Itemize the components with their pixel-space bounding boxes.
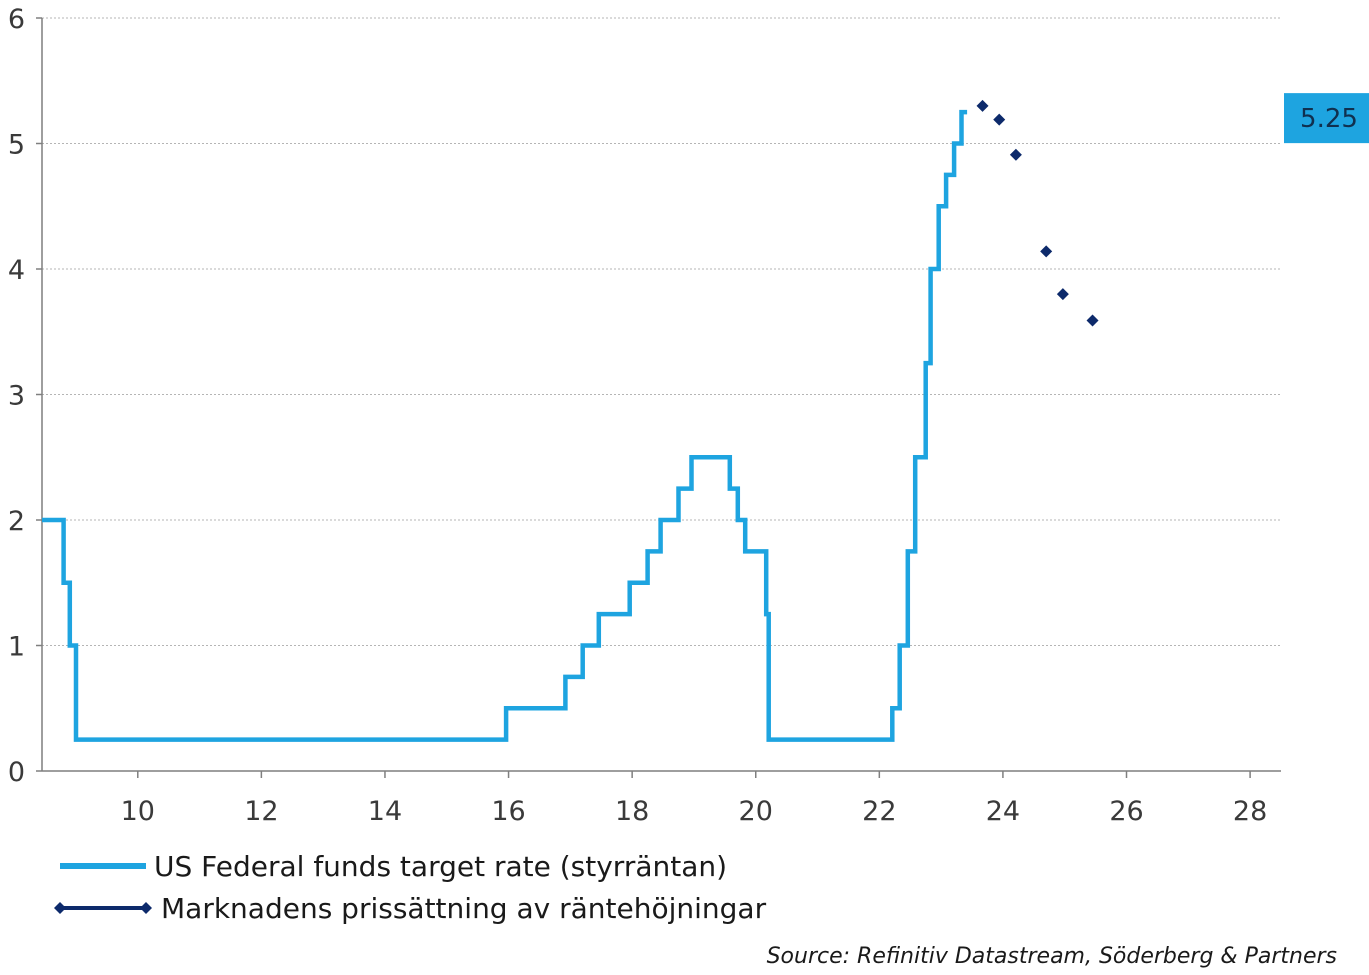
source-note: Source: Refinitiv Datastream, Söderberg … bbox=[767, 944, 1337, 969]
current-rate-badge-label: 5.25 bbox=[1300, 104, 1358, 134]
x-tick-label: 14 bbox=[368, 796, 402, 827]
y-tick-label: 1 bbox=[8, 632, 25, 663]
x-tick-label: 18 bbox=[615, 796, 649, 827]
fed-funds-rate-line bbox=[42, 109, 968, 742]
gridlines bbox=[42, 17, 1281, 646]
x-tick-label: 26 bbox=[1109, 796, 1143, 827]
x-tick-label: 10 bbox=[121, 796, 155, 827]
y-tick-label: 6 bbox=[8, 4, 25, 35]
current-rate-badge: 5.25 bbox=[1284, 93, 1369, 144]
market-pricing-point bbox=[993, 113, 1006, 126]
market-pricing-point bbox=[1040, 245, 1053, 258]
y-tick-label: 2 bbox=[8, 506, 25, 537]
series bbox=[42, 109, 968, 742]
legend-rate-label: US Federal funds target rate (styrräntan… bbox=[154, 850, 727, 883]
market-pricing-point bbox=[976, 99, 989, 112]
y-tick-label: 5 bbox=[8, 130, 25, 161]
y-axis-ticks: 0 1 2 3 4 5 6 bbox=[8, 4, 42, 788]
x-tick-label: 24 bbox=[986, 796, 1020, 827]
market-pricing-point bbox=[1009, 148, 1022, 161]
y-tick-label: 0 bbox=[8, 757, 25, 788]
legend-pricing-label: Marknadens prissättning av räntehöjninga… bbox=[161, 892, 767, 925]
y-tick-label: 4 bbox=[8, 255, 25, 286]
current-rate-badge-box bbox=[1284, 93, 1369, 144]
x-tick-label: 22 bbox=[862, 796, 896, 827]
market-pricing-point bbox=[1056, 288, 1069, 301]
x-tick-label: 16 bbox=[491, 796, 525, 827]
x-axis-ticks: 10 12 14 16 18 20 22 24 26 28 bbox=[121, 771, 1267, 827]
legend-pricing-marker bbox=[54, 902, 66, 914]
market-pricing-point bbox=[1086, 314, 1099, 327]
legend-item-rate: US Federal funds target rate (styrräntan… bbox=[60, 850, 727, 883]
legend: US Federal funds target rate (styrräntan… bbox=[54, 850, 767, 925]
x-tick-label: 12 bbox=[244, 796, 278, 827]
legend-pricing-marker bbox=[140, 902, 152, 914]
legend-item-pricing: Marknadens prissättning av räntehöjninga… bbox=[54, 892, 767, 925]
market-pricing-markers bbox=[976, 99, 1099, 327]
x-tick-label: 20 bbox=[739, 796, 773, 827]
y-tick-label: 3 bbox=[8, 381, 25, 412]
x-tick-label: 28 bbox=[1233, 796, 1267, 827]
